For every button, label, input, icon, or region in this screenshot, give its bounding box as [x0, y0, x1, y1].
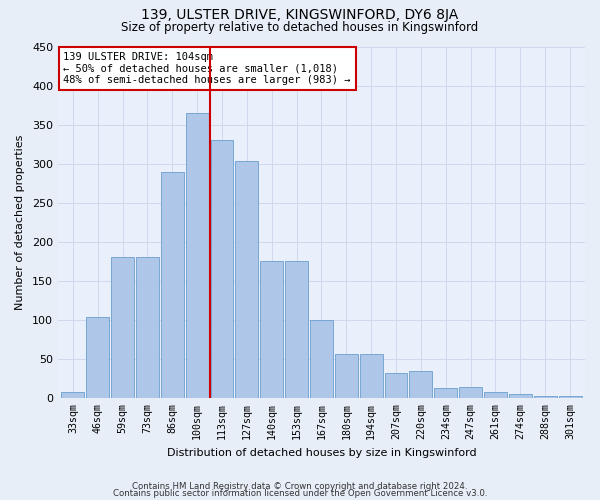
Bar — [459, 386, 482, 398]
Bar — [484, 392, 507, 398]
Text: Contains HM Land Registry data © Crown copyright and database right 2024.: Contains HM Land Registry data © Crown c… — [132, 482, 468, 491]
Text: 139 ULSTER DRIVE: 104sqm
← 50% of detached houses are smaller (1,018)
48% of sem: 139 ULSTER DRIVE: 104sqm ← 50% of detach… — [64, 52, 351, 86]
Bar — [161, 172, 184, 398]
Bar — [285, 262, 308, 398]
X-axis label: Distribution of detached houses by size in Kingswinford: Distribution of detached houses by size … — [167, 448, 476, 458]
Bar — [335, 354, 358, 399]
Bar — [360, 354, 383, 399]
Text: Size of property relative to detached houses in Kingswinford: Size of property relative to detached ho… — [121, 21, 479, 34]
Bar — [61, 392, 84, 398]
Bar — [409, 371, 433, 398]
Bar — [559, 396, 581, 398]
Bar — [509, 394, 532, 398]
Bar — [260, 262, 283, 398]
Bar — [385, 374, 407, 398]
Bar — [86, 317, 109, 398]
Bar — [235, 162, 259, 398]
Bar — [186, 113, 209, 399]
Bar — [211, 140, 233, 398]
Text: 139, ULSTER DRIVE, KINGSWINFORD, DY6 8JA: 139, ULSTER DRIVE, KINGSWINFORD, DY6 8JA — [142, 8, 458, 22]
Bar — [111, 257, 134, 398]
Bar — [534, 396, 557, 398]
Y-axis label: Number of detached properties: Number of detached properties — [15, 134, 25, 310]
Bar — [434, 388, 457, 398]
Text: Contains public sector information licensed under the Open Government Licence v3: Contains public sector information licen… — [113, 490, 487, 498]
Bar — [310, 320, 333, 398]
Bar — [136, 257, 159, 398]
